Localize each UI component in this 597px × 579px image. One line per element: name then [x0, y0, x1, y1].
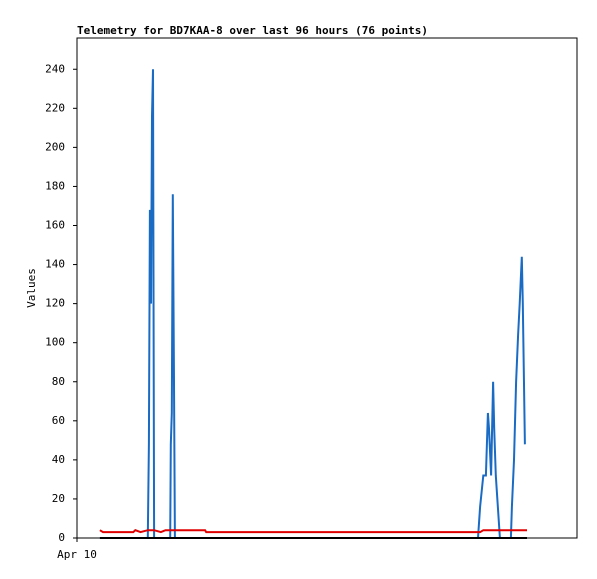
y-tick-label: 40: [52, 453, 65, 466]
y-tick-label: 180: [45, 179, 65, 192]
y-tick-label: 220: [45, 101, 65, 114]
y-tick-label: 20: [52, 492, 65, 505]
chart-title: Telemetry for BD7KAA-8 over last 96 hour…: [77, 24, 428, 37]
y-tick-label: 160: [45, 219, 65, 232]
y-tick-label: 60: [52, 414, 65, 427]
y-tick-label: 200: [45, 140, 65, 153]
y-axis-label: Values: [25, 268, 38, 308]
x-tick-label: Apr 10: [57, 548, 97, 561]
y-tick-label: 140: [45, 258, 65, 271]
y-tick-label: 80: [52, 375, 65, 388]
y-tick-label: 100: [45, 336, 65, 349]
series-line: [99, 529, 527, 534]
y-tick-label: 240: [45, 62, 65, 75]
y-tick-label: 120: [45, 297, 65, 310]
y-tick-label: 0: [58, 531, 65, 544]
series-line: [99, 69, 526, 539]
